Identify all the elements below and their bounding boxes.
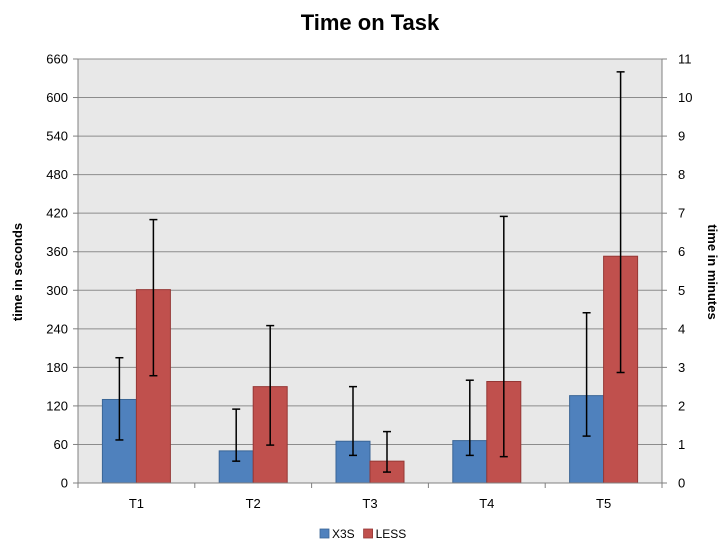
y-axis-title-left: time in seconds [10,223,25,321]
left-tick-label: 420 [46,206,68,221]
left-tick-label: 300 [46,283,68,298]
legend-swatch-less [363,528,374,539]
x-tick-label: T4 [479,496,494,511]
axes [77,59,663,484]
error-bars [115,71,625,473]
x-axis-ticks: T1 T2 T3 T4 T5 [77,483,663,511]
x-tick-label: T1 [129,496,144,511]
left-tick-label: 360 [46,244,68,259]
right-tick-label: 11 [678,52,692,67]
right-tick-label: 7 [678,206,685,221]
left-axis-ticks: 0 60 120 180 240 300 360 420 480 540 600 660 [46,52,78,491]
right-tick-label: 6 [678,244,685,259]
right-tick-label: 5 [678,283,685,298]
right-tick-label: 3 [678,360,685,375]
right-tick-label: 9 [678,129,685,144]
right-tick-label: 0 [678,476,685,491]
left-tick-label: 0 [61,476,68,491]
left-tick-label: 600 [46,90,68,105]
legend: X3S LESS [319,527,407,541]
left-tick-label: 180 [46,360,68,375]
right-tick-label: 2 [678,398,685,413]
bars [101,255,639,484]
x-tick-label: T2 [246,496,261,511]
left-tick-label: 660 [46,52,68,67]
left-tick-label: 480 [46,167,68,182]
chart-title: Time on Task [301,10,440,35]
legend-swatch-x3s [319,528,330,539]
left-tick-label: 240 [46,321,68,336]
right-tick-label: 8 [678,167,685,182]
left-tick-label: 540 [46,129,68,144]
x-tick-label: T3 [362,496,377,511]
right-tick-label: 10 [678,90,692,105]
left-tick-label: 60 [54,437,68,452]
right-tick-label: 4 [678,321,685,336]
right-tick-label: 1 [678,437,685,452]
plot-area [78,59,662,483]
legend-label-less: LESS [376,527,407,541]
x-tick-label: T5 [596,496,611,511]
right-axis-ticks: 0 1 2 3 4 5 6 7 8 9 10 11 [662,52,692,491]
gridlines [78,58,662,445]
y-axis-title-right: time in minutes [705,224,720,319]
legend-label-x3s: X3S [332,527,355,541]
left-tick-label: 120 [46,398,68,413]
